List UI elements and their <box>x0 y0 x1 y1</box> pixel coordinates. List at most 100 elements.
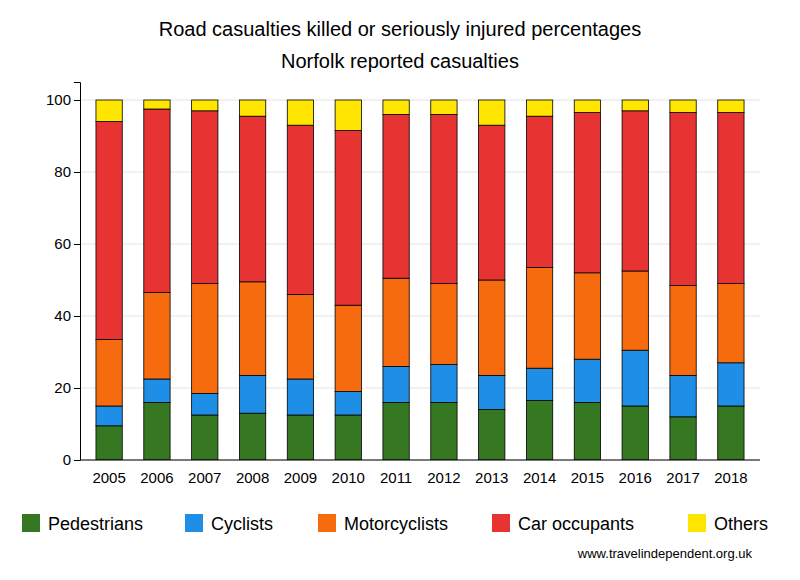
legend-label: Pedestrians <box>48 514 143 534</box>
bar-segment <box>718 406 744 460</box>
grid-line <box>80 460 760 461</box>
bar-segment <box>335 100 361 131</box>
legend-label: Motorcyclists <box>344 514 448 534</box>
x-tick-label: 2016 <box>619 469 652 486</box>
bar-segment <box>431 402 457 460</box>
bar-segment <box>335 415 361 460</box>
bar-segment <box>431 284 457 365</box>
bar-segment <box>335 131 361 306</box>
y-tick-mark <box>74 172 80 173</box>
x-axis: 2005200620072008200920102011201220132014… <box>80 460 760 486</box>
bar-segment <box>144 402 170 460</box>
legend-item: Motorcyclists <box>318 514 448 534</box>
x-tick-label: 2007 <box>188 469 221 486</box>
bar-segment <box>622 271 648 350</box>
x-tick: 2010 <box>332 460 365 486</box>
legend-item: Car occupants <box>492 514 634 534</box>
bar-segment <box>622 350 648 406</box>
grid-line <box>80 316 760 317</box>
y-tick: 0 <box>63 451 80 468</box>
x-tick: 2014 <box>523 460 556 486</box>
bar-segment <box>383 114 409 278</box>
x-tick: 2011 <box>380 460 412 486</box>
bar-segment <box>431 365 457 403</box>
bar-segment <box>574 359 600 402</box>
x-tick-label: 2009 <box>284 469 317 486</box>
bar-segment <box>431 114 457 283</box>
x-tick: 2016 <box>619 460 652 486</box>
legend-swatch <box>492 514 510 532</box>
bar-segment <box>479 410 505 460</box>
x-tick-label: 2014 <box>523 469 556 486</box>
bar-segment <box>96 406 122 426</box>
x-tick: 2006 <box>140 460 173 486</box>
legend-item: Others <box>688 514 768 534</box>
legend-item: Pedestrians <box>22 514 143 534</box>
bar-segment <box>670 100 696 113</box>
bar-segment <box>718 100 744 113</box>
legend-label: Car occupants <box>518 514 634 534</box>
legend-label: Others <box>714 514 768 534</box>
y-tick-label: 60 <box>54 235 71 252</box>
x-tick: 2009 <box>284 460 317 486</box>
legend-item: Cyclists <box>185 514 273 534</box>
bar-segment <box>622 111 648 271</box>
x-tick: 2017 <box>666 460 699 486</box>
x-tick: 2015 <box>571 460 604 486</box>
x-tick: 2008 <box>236 460 269 486</box>
bar-segment <box>335 305 361 391</box>
bar-segment <box>96 426 122 460</box>
x-tick: 2012 <box>427 460 460 486</box>
bar-segment <box>479 375 505 409</box>
bars <box>96 100 744 460</box>
bar-segment <box>192 393 218 415</box>
bar-segment <box>718 113 744 284</box>
grid-line <box>80 244 760 245</box>
y-tick-mark <box>74 100 80 101</box>
bar-segment <box>670 285 696 375</box>
bar-segment <box>144 100 170 109</box>
y-tick-label: 100 <box>46 91 71 108</box>
bar-segment <box>479 100 505 125</box>
bar-segment <box>239 282 265 376</box>
bar-segment <box>239 375 265 413</box>
y-tick-label: 40 <box>54 307 71 324</box>
x-tick-label: 2013 <box>475 469 508 486</box>
bar-segment <box>526 116 552 267</box>
bar-segment <box>622 100 648 111</box>
x-axis-line <box>80 460 760 461</box>
bar-segment <box>383 402 409 460</box>
legend-swatch <box>185 514 203 532</box>
subtitle: Norfolk reported casualties <box>281 50 519 72</box>
bar-segment <box>239 100 265 116</box>
bar-segment <box>192 100 218 111</box>
bar-segment <box>383 278 409 366</box>
grid-line <box>80 172 760 173</box>
legend: Pedestrians Cyclists Motorcyclists Car occu… <box>22 514 768 534</box>
bar-segment <box>574 113 600 273</box>
y-tick: 40 <box>54 307 80 324</box>
legend-swatch <box>318 514 336 532</box>
bar-segment <box>192 284 218 394</box>
bar-segment <box>239 413 265 460</box>
source-note: www.travelindependent.org.uk <box>577 546 753 561</box>
x-tick: 2007 <box>188 460 221 486</box>
bar-segment <box>144 109 170 293</box>
bar-segment <box>287 294 313 379</box>
bar-segment <box>96 339 122 406</box>
y-tick-label: 0 <box>63 451 71 468</box>
y-axis: 020406080100 <box>46 83 81 469</box>
x-tick-label: 2006 <box>140 469 173 486</box>
bar-segment <box>670 417 696 460</box>
legend-label: Cyclists <box>211 514 273 534</box>
x-tick-label: 2012 <box>427 469 460 486</box>
grid-line <box>80 100 760 101</box>
y-tick: 100 <box>46 91 80 108</box>
bar-segment <box>431 100 457 114</box>
bar-segment <box>383 366 409 402</box>
x-tick-label: 2015 <box>571 469 604 486</box>
y-tick-mark <box>74 388 80 389</box>
bar-segment <box>383 100 409 114</box>
bar-segment <box>192 111 218 284</box>
bar-segment <box>526 401 552 460</box>
